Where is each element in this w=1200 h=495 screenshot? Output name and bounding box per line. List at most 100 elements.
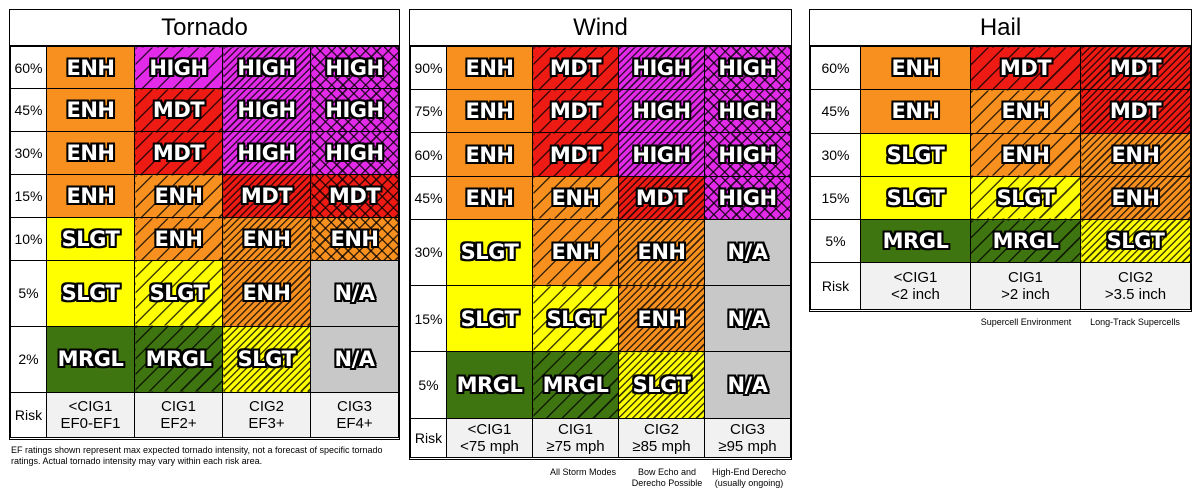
tornado-cell-high: HIGH bbox=[222, 131, 311, 176]
wind-row: 15% SLGT SLGT ENH N/A bbox=[410, 285, 791, 353]
hail-column-label-line1: CIG1 bbox=[1007, 268, 1043, 286]
tornado-cell-enh: ENH bbox=[134, 174, 223, 219]
tornado-risk-category-label: HIGH bbox=[237, 141, 296, 166]
tornado-cell-mrgl: MRGL bbox=[46, 325, 135, 393]
tornado-probability-label: 45% bbox=[10, 88, 47, 133]
wind-risk-category-label: MDT bbox=[549, 56, 602, 81]
tornado-risk-category-label: MDT bbox=[328, 184, 381, 209]
tornado-column-label-line2: EF3+ bbox=[248, 414, 285, 432]
tornado-cell-enh: ENH bbox=[222, 259, 311, 327]
tornado-risk-category-label: MDT bbox=[152, 141, 205, 166]
hail-probability-label: 30% bbox=[810, 132, 861, 177]
tornado-cell-slgt: SLGT bbox=[222, 325, 311, 393]
tornado-row: 30% ENH MDT HIGH HIGH bbox=[10, 131, 399, 176]
hail-cell-enh: ENH bbox=[970, 132, 1081, 177]
hail-grid: 60% ENH MDT MDT 45% ENH ENH MDT 30% SLGT ENH ENH 15%… bbox=[810, 45, 1191, 311]
tornado-cell-enh: ENH bbox=[310, 217, 399, 261]
wind-risk-category-label: SLGT bbox=[546, 306, 605, 331]
tornado-column-label-line1: <CIG1 bbox=[68, 397, 113, 415]
hail-risk-category-label: ENH bbox=[1111, 142, 1161, 167]
hail-row: 45% ENH ENH MDT bbox=[810, 89, 1191, 134]
wind-column-label: CIG3 ≥95 mph bbox=[704, 417, 791, 459]
hail-probability-label: 5% bbox=[810, 219, 861, 263]
wind-risk-category-label: ENH bbox=[465, 142, 515, 167]
wind-column-label-line2: <75 mph bbox=[460, 437, 519, 455]
tornado-row: 5% SLGT SLGT ENH N/A bbox=[10, 259, 399, 327]
wind-title: Wind bbox=[410, 10, 791, 46]
wind-risk-category-label: MDT bbox=[549, 99, 602, 124]
wind-cell-slgt: SLGT bbox=[446, 218, 533, 287]
tornado-risk-category-label: SLGT bbox=[61, 281, 120, 306]
wind-risk-category-label: MDT bbox=[549, 142, 602, 167]
hail-cell-slgt: SLGT bbox=[860, 175, 971, 221]
tornado-cell-high: HIGH bbox=[310, 88, 399, 133]
tornado-cell-mrgl: MRGL bbox=[134, 325, 223, 393]
tornado-cell-enh: ENH bbox=[134, 217, 223, 261]
wind-cell-na: N/A bbox=[704, 351, 791, 419]
wind-column-label: CIG1 ≥75 mph bbox=[532, 417, 619, 459]
wind-column-label-line1: CIG3 bbox=[729, 420, 765, 438]
wind-column-label-line1: <CIG1 bbox=[467, 420, 512, 438]
wind-cell-enh: ENH bbox=[532, 218, 619, 287]
tornado-cell-slgt: SLGT bbox=[46, 259, 135, 327]
hail-cell-mrgl: MRGL bbox=[970, 219, 1081, 263]
hail-cell-slgt: SLGT bbox=[1080, 219, 1191, 263]
hail-cell-mdt: MDT bbox=[1080, 89, 1191, 134]
tornado-cell-enh: ENH bbox=[46, 88, 135, 133]
wind-cell-mdt: MDT bbox=[532, 132, 619, 177]
wind-probability-label: 90% bbox=[410, 45, 447, 91]
wind-probability-label: 5% bbox=[410, 351, 447, 419]
tornado-risk-category-label: SLGT bbox=[237, 347, 296, 372]
tornado-risk-category-label: HIGH bbox=[237, 98, 296, 123]
wind-risk-category-label: ENH bbox=[637, 240, 687, 265]
hail-risk-category-label: MDT bbox=[1109, 99, 1162, 124]
wind-cell-high: HIGH bbox=[704, 89, 791, 134]
tornado-risk-category-label: N/A bbox=[334, 347, 376, 372]
wind-row: 90% ENH MDT HIGH HIGH bbox=[410, 45, 791, 91]
wind-column-label-line2: ≥75 mph bbox=[546, 437, 605, 455]
hail-risk-category-label: ENH bbox=[891, 99, 941, 124]
tornado-probability-label: 15% bbox=[10, 174, 47, 219]
hail-row: 30% SLGT ENH ENH bbox=[810, 132, 1191, 177]
hail-column-header-row: Risk <CIG1 <2 inch CIG1 >2 inch CIG2 >3.5 inch bbox=[810, 261, 1191, 311]
hail-footnote-1: Supercell Environment bbox=[980, 317, 1072, 327]
hail-risk-category-label: ENH bbox=[891, 56, 941, 81]
wind-risk-category-label: SLGT bbox=[632, 373, 691, 398]
hail-risk-category-label: SLGT bbox=[886, 186, 945, 211]
tornado-cell-mdt: MDT bbox=[134, 88, 223, 133]
wind-cell-mdt: MDT bbox=[532, 89, 619, 134]
tornado-column-label-line1: CIG3 bbox=[336, 397, 372, 415]
tornado-column-label: <CIG1 EF0-EF1 bbox=[46, 391, 135, 439]
tornado-risk-category-label: HIGH bbox=[325, 55, 384, 80]
tornado-column-label-line1: CIG2 bbox=[248, 397, 284, 415]
wind-cell-high: HIGH bbox=[704, 45, 791, 91]
tornado-column-label-line2: EF4+ bbox=[336, 414, 373, 432]
hail-cell-mdt: MDT bbox=[1080, 45, 1191, 91]
tornado-row: 15% ENH ENH MDT MDT bbox=[10, 174, 399, 219]
wind-column-label: CIG2 ≥85 mph bbox=[618, 417, 705, 459]
hail-column-label-line2: <2 inch bbox=[891, 285, 940, 303]
tornado-cell-mdt: MDT bbox=[134, 131, 223, 176]
hail-cell-enh: ENH bbox=[860, 89, 971, 134]
tornado-risk-category-label: ENH bbox=[242, 281, 292, 306]
hail-cell-enh: ENH bbox=[1080, 132, 1191, 177]
wind-risk-category-label: SLGT bbox=[460, 240, 519, 265]
wind-panel: Wind 90% ENH MDT HIGH HIGH 75% ENH MDT HIGH HIGH 6… bbox=[409, 9, 792, 460]
tornado-risk-category-label: HIGH bbox=[325, 141, 384, 166]
hail-title: Hail bbox=[810, 10, 1191, 46]
wind-risk-category-label: ENH bbox=[465, 99, 515, 124]
hail-risk-category-label: MRGL bbox=[992, 228, 1059, 253]
tornado-probability-label: 30% bbox=[10, 131, 47, 176]
hail-risk-category-label: ENH bbox=[1111, 186, 1161, 211]
wind-footnote-3: High-End Derecho (usually ongoing) bbox=[711, 467, 787, 488]
tornado-row: 45% ENH MDT HIGH HIGH bbox=[10, 88, 399, 133]
wind-risk-category-label: ENH bbox=[637, 306, 687, 331]
tornado-row: 60% ENH HIGH HIGH HIGH bbox=[10, 45, 399, 90]
hail-panel: Hail 60% ENH MDT MDT 45% ENH ENH MDT 30% SLGT ENH E… bbox=[809, 9, 1192, 312]
wind-risk-label: Risk bbox=[410, 417, 447, 459]
hail-risk-category-label: SLGT bbox=[996, 186, 1055, 211]
wind-risk-category-label: ENH bbox=[551, 240, 601, 265]
hail-risk-category-label: SLGT bbox=[1106, 228, 1165, 253]
wind-row: 30% SLGT ENH ENH N/A bbox=[410, 218, 791, 287]
tornado-risk-category-label: ENH bbox=[330, 226, 380, 251]
